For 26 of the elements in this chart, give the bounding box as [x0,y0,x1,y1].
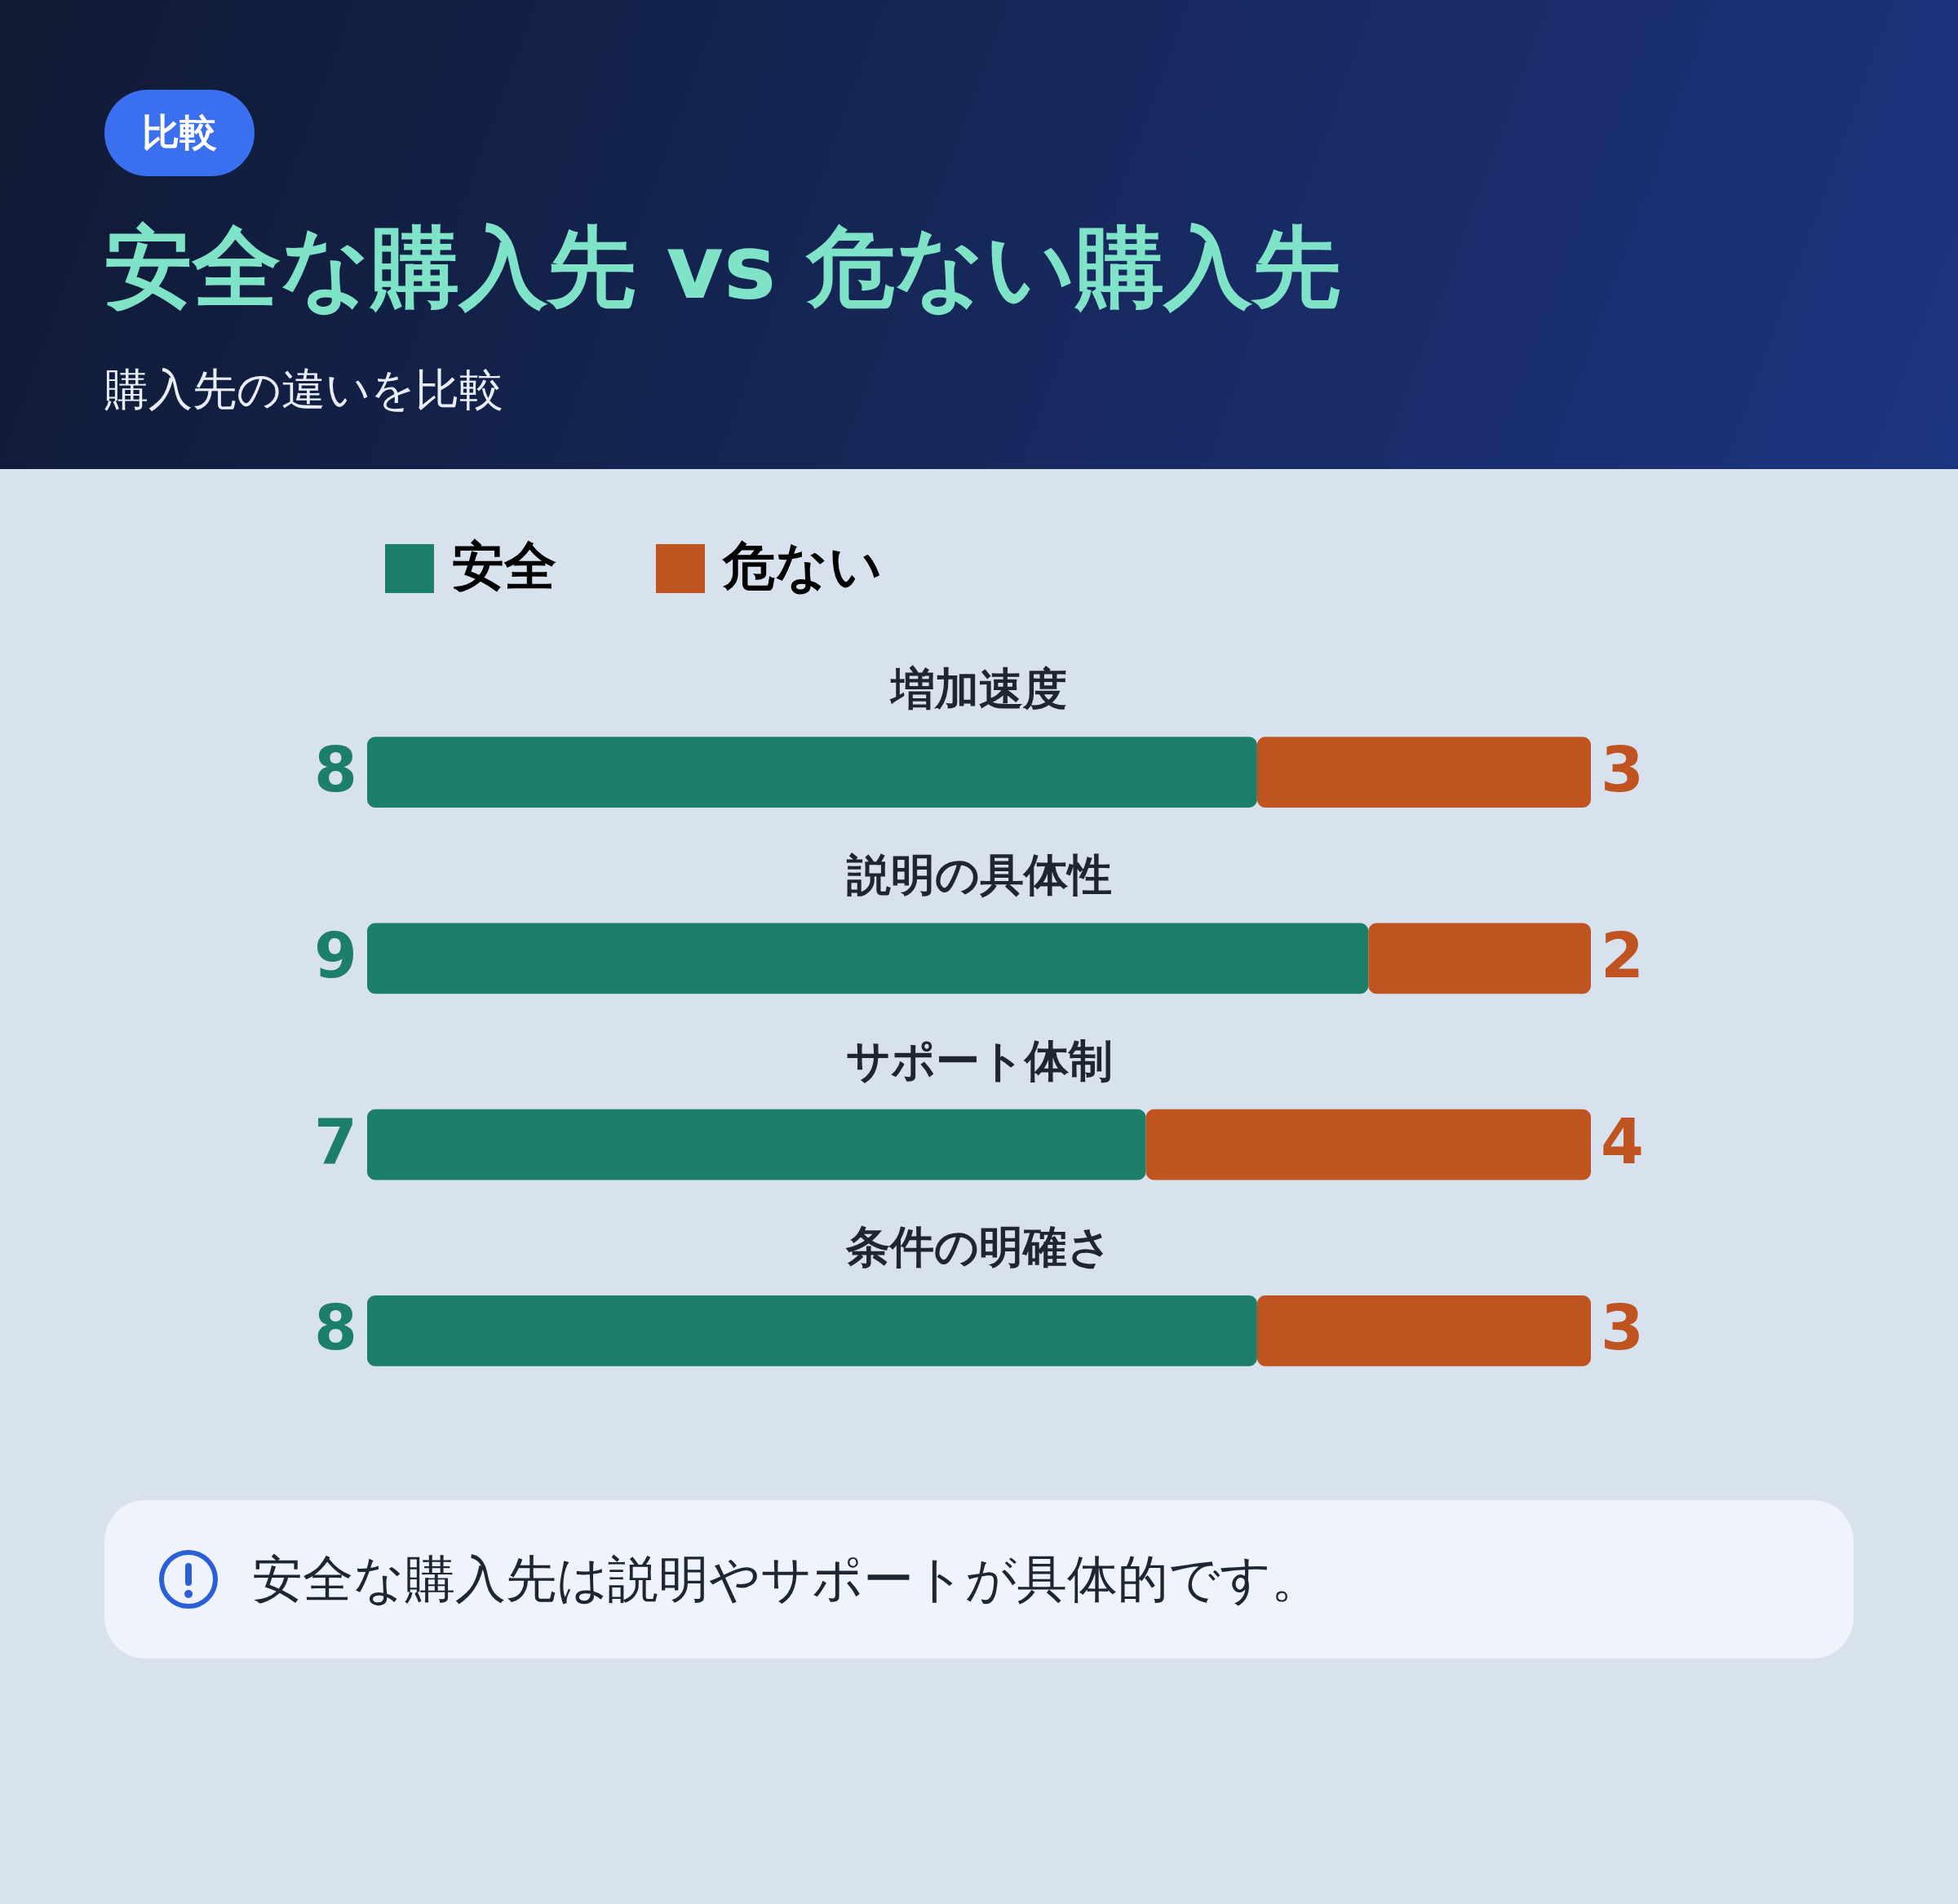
bar [367,737,1257,808]
bar [1145,1109,1591,1180]
bar [367,1295,1257,1366]
bar [1368,923,1591,994]
data-label: 3 [1601,733,1644,806]
bar [1256,1295,1591,1366]
y-tick-label: 説明の具体性 [845,848,1112,901]
bar [367,1109,1146,1180]
bar [367,923,1369,994]
legend-label: 安全 [452,536,556,596]
y-tick-label: 増加速度 [889,662,1067,715]
data-label: 8 [314,733,357,806]
data-label: 7 [314,1105,357,1179]
data-label: 2 [1601,919,1644,992]
data-label: 4 [1601,1105,1644,1179]
y-tick-label: サポート体制 [845,1035,1113,1087]
data-label: 3 [1601,1291,1644,1365]
chart-title: 安全な購入先 vs 危ない購入先 [104,215,1341,320]
text: 比較 [104,90,255,176]
bar [1256,737,1591,808]
data-label: 8 [314,1291,357,1365]
text: 安全な購入先は説明やサポートが具体的です。 [252,1548,1322,1610]
y-tick-label: 条件の明確さ [845,1221,1112,1273]
data-label: 9 [314,919,357,992]
legend-label: 危ない [721,536,883,596]
chart-subtitle: 購入先の違いを比較 [104,363,504,417]
